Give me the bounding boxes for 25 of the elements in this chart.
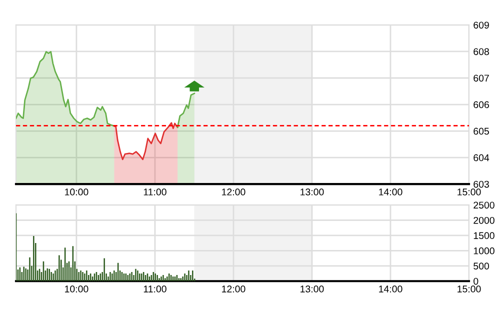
y-tick-label: 604 <box>474 154 490 162</box>
y-tick-label: 2000 <box>474 216 494 224</box>
y-tick-label: 1000 <box>474 247 494 254</box>
x-tick-label: 11:00 <box>144 286 166 292</box>
x-tick-label: 15:00 <box>458 188 481 196</box>
y-tick-label: 2500 <box>474 202 494 209</box>
y-tick-label: 603 <box>474 180 489 188</box>
x-tick-label: 14:00 <box>379 286 402 292</box>
x-tick-label: 15:00 <box>458 286 481 292</box>
x-tick-label: 10:00 <box>65 286 88 292</box>
y-tick-label: 609 <box>474 22 489 29</box>
y-tick-label: 607 <box>474 74 489 82</box>
y-tick-label: 500 <box>474 262 490 270</box>
x-tick-label: 13:00 <box>300 188 324 196</box>
x-tick-label: 11:00 <box>144 188 166 196</box>
y-tick-label: 608 <box>474 48 489 56</box>
x-tick-label: 12:00 <box>222 188 246 196</box>
x-tick-label: 13:00 <box>300 286 324 292</box>
x-tick-label: 12:00 <box>222 286 246 292</box>
y-tick-label: 605 <box>474 128 489 135</box>
y-tick-label: 606 <box>474 101 489 108</box>
y-tick-label: 1500 <box>474 232 494 240</box>
x-tick-label: 14:00 <box>379 188 402 196</box>
x-tick-label: 10:00 <box>65 188 88 196</box>
y-tick-label: 0 <box>474 278 478 285</box>
